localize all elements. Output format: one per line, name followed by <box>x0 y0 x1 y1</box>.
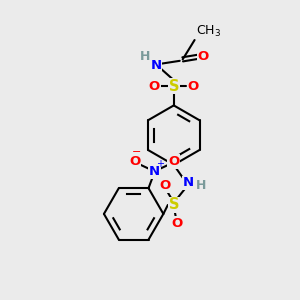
Text: H: H <box>140 50 151 63</box>
Text: −: − <box>132 148 141 158</box>
Text: +: + <box>156 159 164 170</box>
Text: O: O <box>130 155 141 168</box>
Text: H: H <box>196 179 206 192</box>
Text: N: N <box>149 165 160 178</box>
Text: O: O <box>188 80 199 93</box>
Text: O: O <box>149 80 160 93</box>
Text: O: O <box>171 217 182 230</box>
Text: O: O <box>198 50 209 63</box>
Text: O: O <box>168 155 179 168</box>
Text: S: S <box>169 79 179 94</box>
Text: O: O <box>159 179 170 192</box>
Text: S: S <box>169 197 179 212</box>
Text: N: N <box>183 176 194 189</box>
Text: N: N <box>150 59 161 72</box>
Text: CH$_3$: CH$_3$ <box>196 23 221 38</box>
